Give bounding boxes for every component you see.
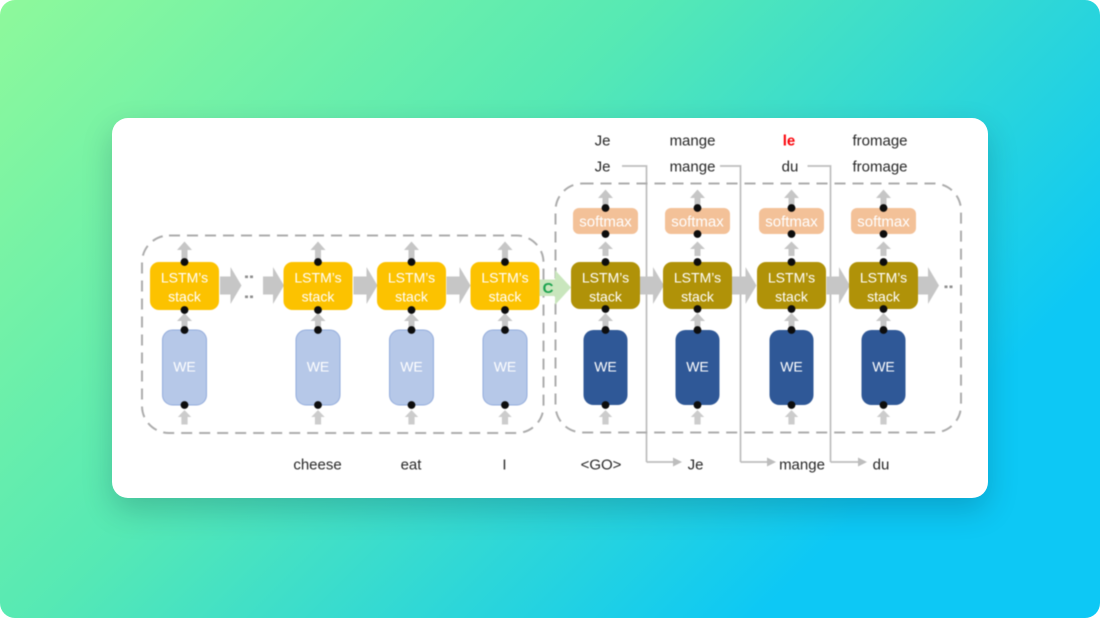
svg-text:WE: WE [307, 359, 330, 375]
svg-text:<GO>: <GO> [581, 457, 622, 474]
svg-text:C: C [543, 280, 554, 297]
svg-text:Je: Je [595, 133, 611, 150]
svg-text:stack: stack [302, 289, 336, 305]
svg-text:WE: WE [173, 359, 196, 375]
svg-text:fromage: fromage [852, 133, 907, 150]
svg-text:softmax: softmax [765, 214, 818, 231]
svg-text:du: du [873, 457, 890, 474]
svg-text:WE: WE [872, 359, 895, 375]
svg-text:stack: stack [168, 289, 202, 305]
svg-text:mange: mange [670, 133, 716, 150]
svg-text:LSTM’s: LSTM’s [860, 270, 907, 286]
svg-text:mange: mange [779, 457, 825, 474]
svg-text:mange: mange [670, 159, 716, 176]
svg-text:softmax: softmax [671, 214, 724, 231]
svg-text:WE: WE [494, 359, 517, 375]
svg-text:du: du [782, 159, 799, 176]
svg-text:stack: stack [395, 289, 429, 305]
svg-text:fromage: fromage [852, 159, 907, 176]
svg-text:Je: Je [595, 159, 611, 176]
svg-text:LSTM’s: LSTM’s [481, 270, 528, 286]
svg-text:stack: stack [489, 289, 523, 305]
svg-text:stack: stack [867, 289, 901, 305]
svg-text:LSTM’s: LSTM’s [674, 270, 721, 286]
svg-text:stack: stack [681, 289, 715, 305]
svg-text:LSTM’s: LSTM’s [294, 270, 341, 286]
svg-text:softmax: softmax [579, 214, 632, 231]
svg-text:stack: stack [589, 289, 623, 305]
svg-text:le: le [783, 133, 796, 150]
svg-text:LSTM’s: LSTM’s [388, 270, 435, 286]
svg-text:I: I [502, 457, 506, 474]
svg-text:LSTM’s: LSTM’s [768, 270, 815, 286]
svg-text:LSTM’s: LSTM’s [582, 270, 629, 286]
svg-text:LSTM’s: LSTM’s [161, 270, 208, 286]
svg-text:eat: eat [401, 457, 423, 474]
svg-text:softmax: softmax [857, 214, 910, 231]
svg-text:stack: stack [775, 289, 809, 305]
svg-text:WE: WE [780, 359, 803, 375]
svg-text:WE: WE [400, 359, 423, 375]
svg-text:Je: Je [688, 457, 704, 474]
svg-text:WE: WE [594, 359, 617, 375]
svg-text:WE: WE [686, 359, 709, 375]
svg-text:cheese: cheese [293, 457, 341, 474]
